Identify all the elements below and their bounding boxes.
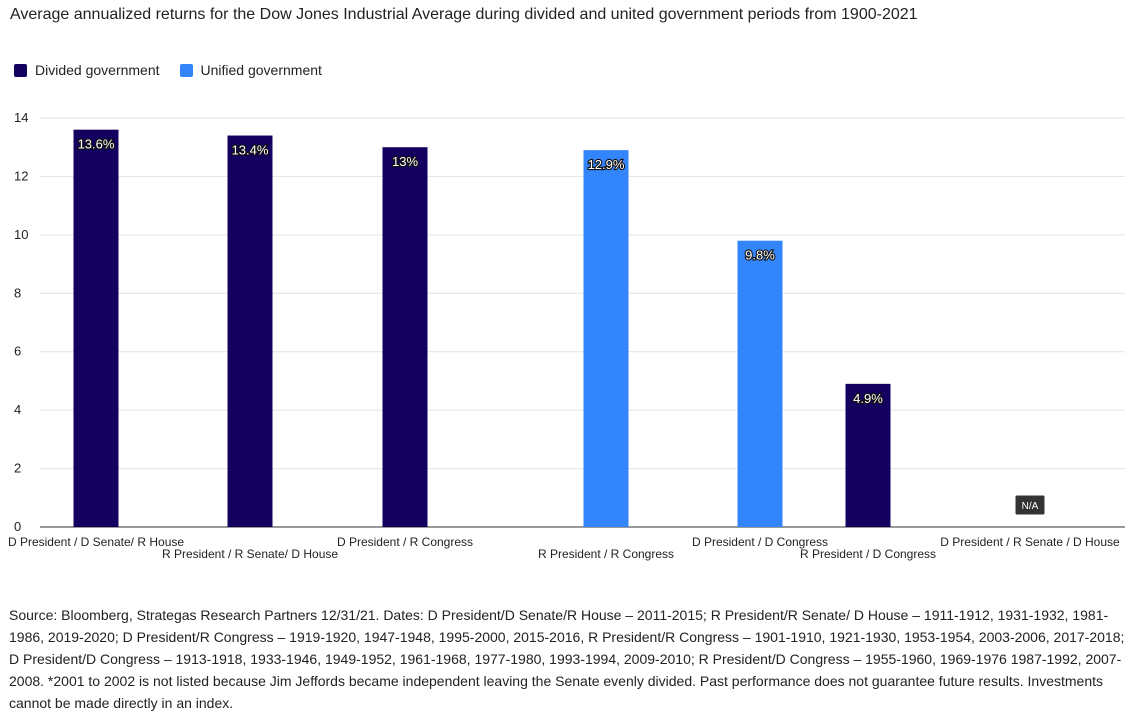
legend-item-unified: Unified government (179, 62, 322, 78)
bar-divided (73, 129, 119, 527)
bar-divided (845, 383, 891, 527)
data-label: 13% (392, 154, 418, 169)
legend-swatch-unified (179, 63, 193, 77)
x-tick-label: D President / D Senate/ R House (8, 535, 184, 549)
y-tick-label: 4 (14, 402, 21, 417)
data-label: 4.9% (853, 391, 883, 406)
data-label: 13.6% (78, 137, 115, 152)
x-tick-label: D President / D Congress (692, 535, 828, 549)
bar-divided (227, 135, 273, 527)
legend-item-divided: Divided government (14, 62, 160, 78)
x-tick-label: R President / R Congress (538, 547, 674, 561)
data-label: 12.9% (588, 157, 625, 172)
bar-chart: 0 2 4 6 8 10 12 14 D President / D Senate/ R Hou… (8, 110, 1125, 561)
y-tick-label: 2 (14, 461, 21, 476)
x-tick-label: R President / R Senate/ D House (162, 547, 338, 561)
x-tick-label: D President / R Congress (337, 535, 473, 549)
legend-label-unified: Unified government (200, 62, 322, 78)
y-tick-label: 6 (14, 344, 21, 359)
source-note: Source: Bloomberg, Strategas Research Pa… (9, 607, 1125, 711)
y-tick-label: 10 (14, 227, 28, 242)
bar-unified (583, 150, 629, 527)
y-tick-label: 0 (14, 519, 21, 534)
bar-divided (382, 147, 428, 527)
data-label: 9.8% (745, 248, 775, 263)
x-tick-label: R President / D Congress (800, 547, 936, 561)
x-tick-label: D President / R Senate / D House (940, 535, 1120, 549)
data-label: 13.4% (232, 143, 269, 158)
data-label: N/A (1022, 501, 1039, 512)
na-badge (1014, 494, 1046, 516)
bar-unified (737, 240, 783, 527)
chart-title: Average annualized returns for the Dow J… (10, 6, 918, 23)
legend-label-divided: Divided government (35, 62, 160, 78)
y-tick-label: 8 (14, 285, 21, 300)
y-tick-label: 12 (14, 168, 28, 183)
y-tick-label: 14 (14, 110, 28, 125)
chart-legend: Divided government Unified government (14, 62, 342, 78)
legend-swatch-divided (14, 63, 27, 77)
